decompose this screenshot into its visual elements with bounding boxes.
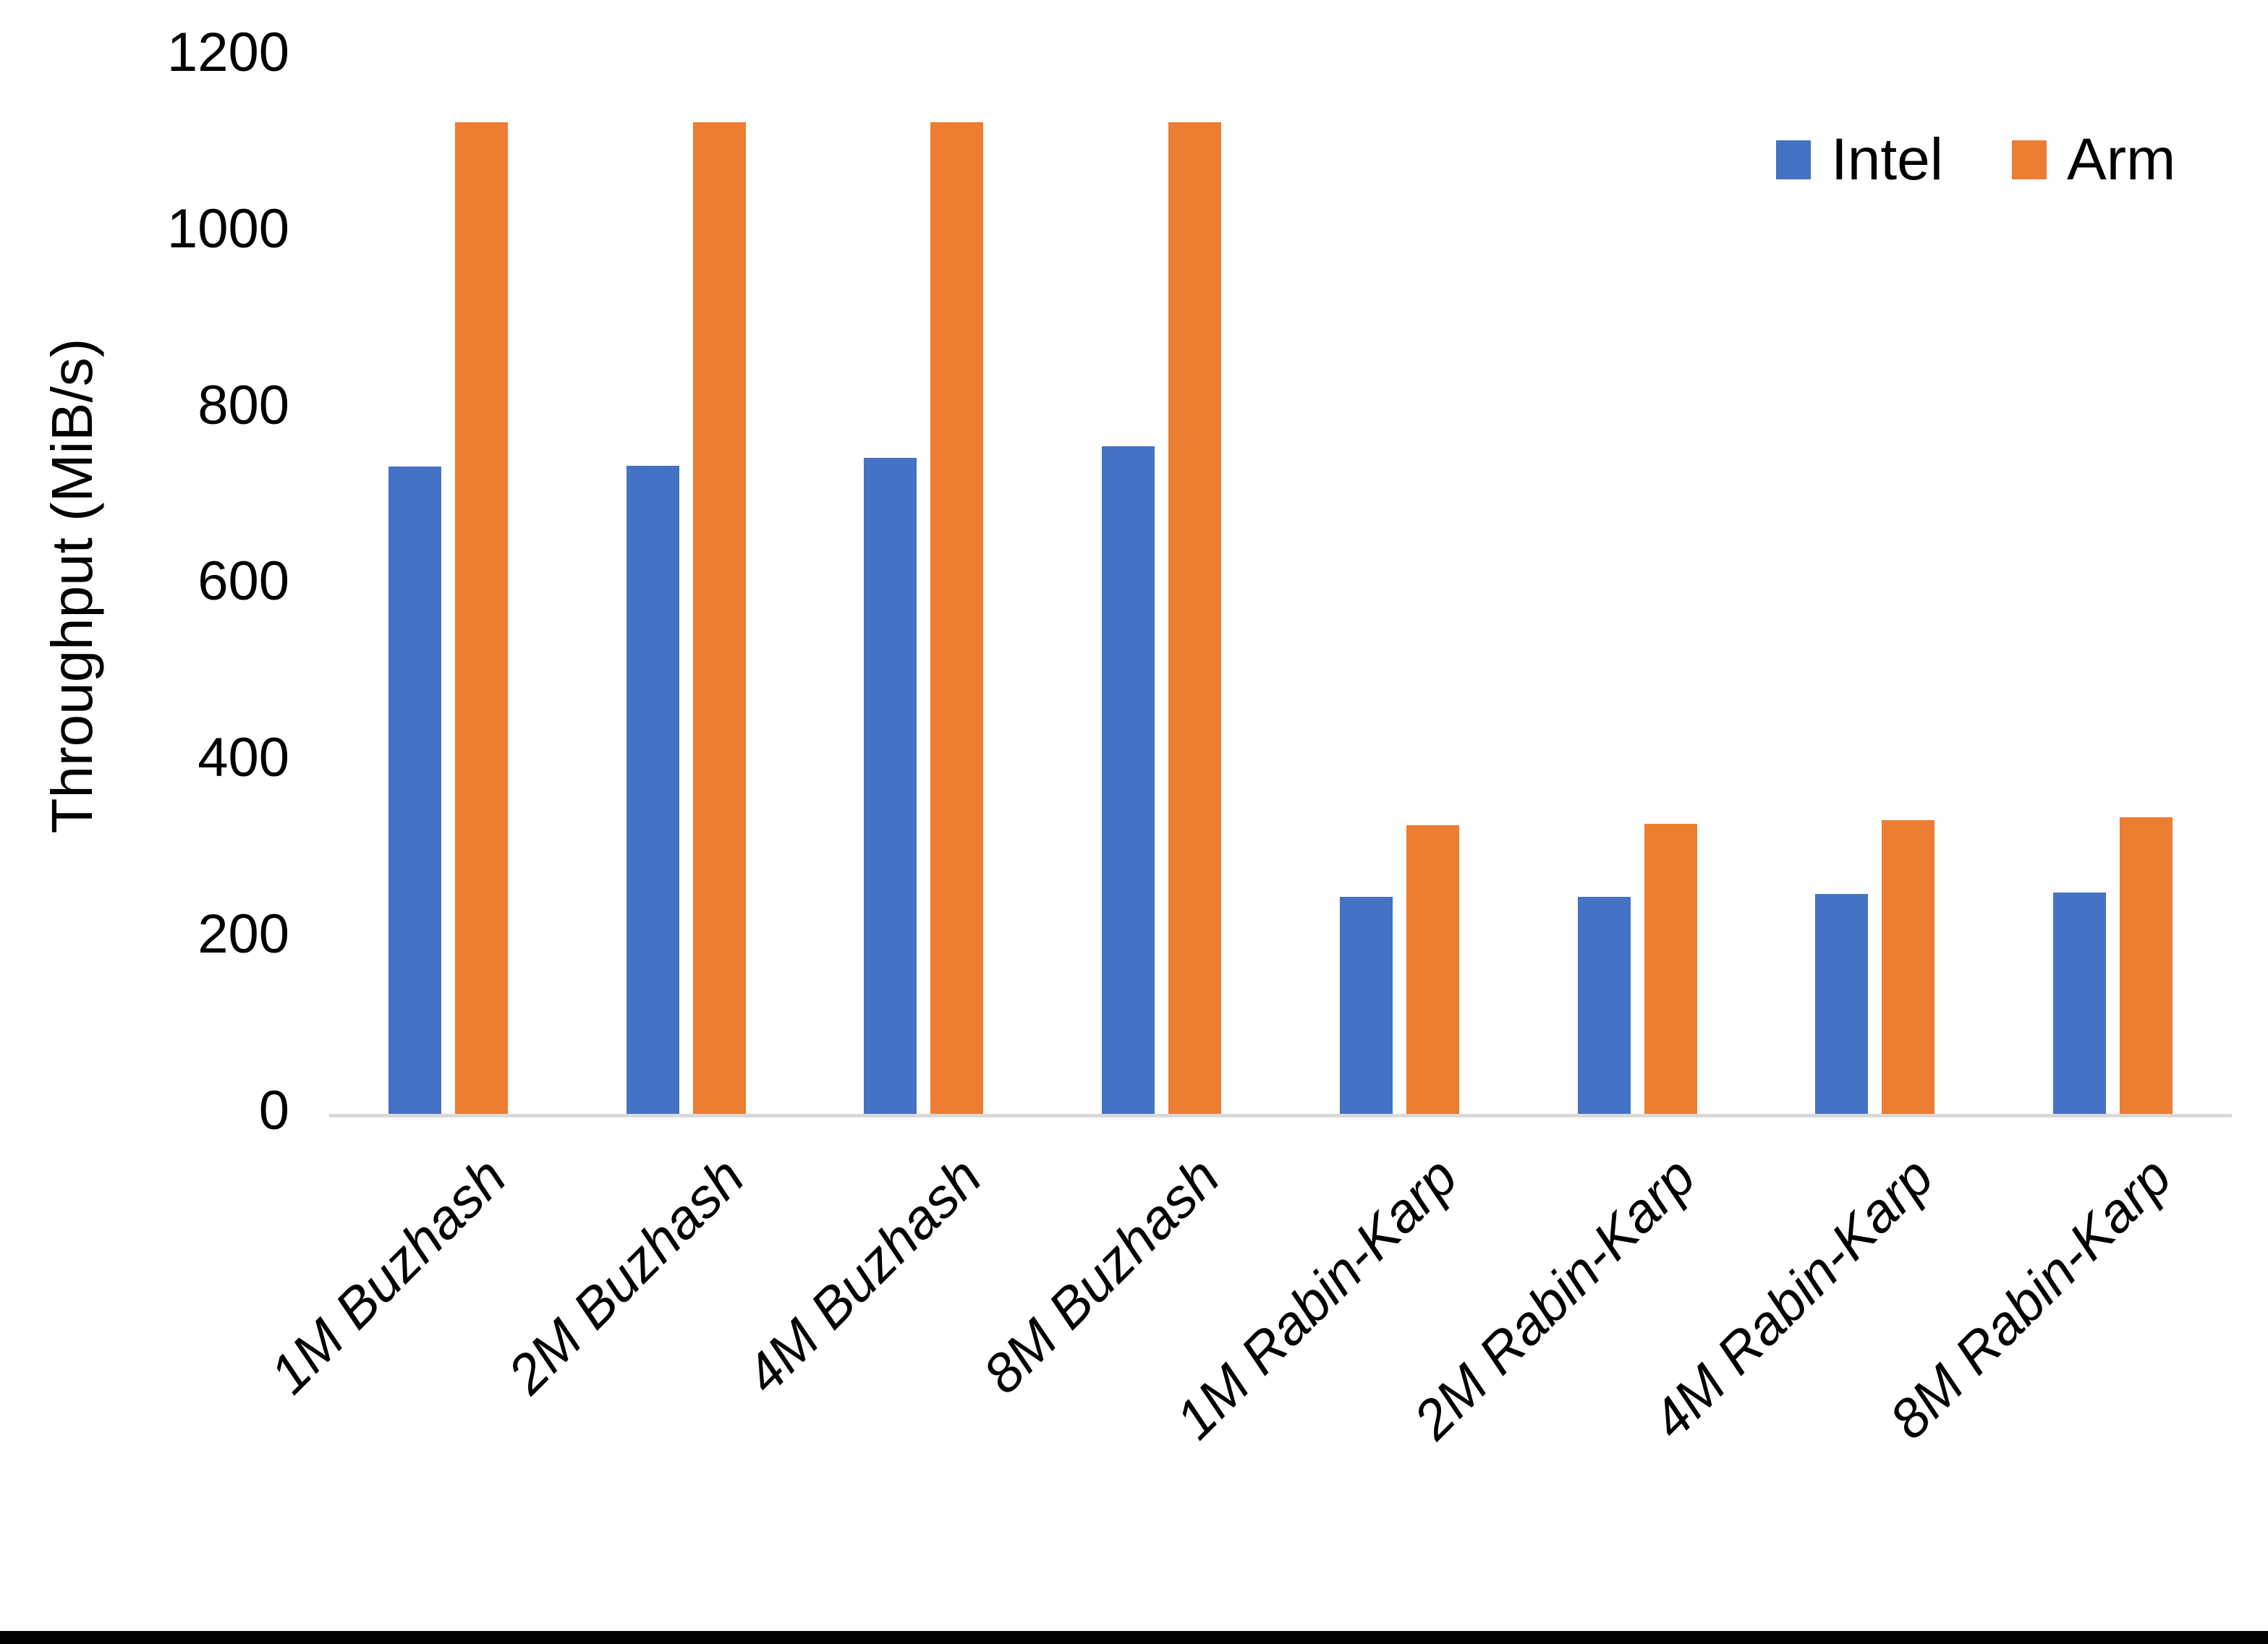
y-tick-label-400: 400 [198, 727, 289, 789]
bar-intel-1m-rabin-karp [1339, 896, 1393, 1114]
arm-series-swatch [2012, 140, 2047, 179]
bar-intel-2m-buzhash [626, 465, 679, 1114]
y-tick-label-0: 0 [258, 1080, 289, 1142]
y-tick-label-200: 200 [198, 903, 289, 966]
bar-intel-4m-rabin-karp [1815, 894, 1869, 1114]
bar-arm-2m-buzhash [692, 122, 746, 1114]
page-bottom-border [0, 1631, 2268, 1644]
legend-item-intel: Intel [1776, 130, 1943, 189]
bar-arm-1m-buzhash [454, 122, 508, 1114]
bar-intel-8m-rabin-karp [2053, 892, 2107, 1114]
y-tick-label-1200: 1200 [166, 21, 289, 83]
y-tick-label-600: 600 [198, 550, 289, 613]
y-tick-label-800: 800 [198, 374, 289, 436]
bar-arm-8m-rabin-karp [2120, 817, 2173, 1114]
bar-intel-4m-buzhash [864, 457, 917, 1114]
legend-item-arm: Arm [2012, 130, 2175, 189]
bar-arm-4m-rabin-karp [1882, 819, 1935, 1114]
bar-arm-4m-buzhash [930, 122, 984, 1114]
x-label-2m-buzhash: 2M Buzhash [496, 1146, 756, 1406]
legend-label-arm: Arm [2067, 127, 2176, 192]
x-axis-line [329, 1114, 2232, 1117]
bar-arm-2m-rabin-karp [1644, 823, 1697, 1114]
x-label-8m-buzhash: 8M Buzhash [972, 1146, 1232, 1406]
y-axis-title: Throughput (MiB/s) [40, 338, 104, 834]
legend: Intel Arm [1776, 130, 2175, 189]
bar-arm-1m-rabin-karp [1406, 825, 1459, 1114]
bar-intel-2m-rabin-karp [1577, 896, 1631, 1114]
bar-intel-1m-buzhash [388, 466, 441, 1114]
legend-label-intel: Intel [1831, 127, 1943, 192]
x-label-1m-buzhash: 1M Buzhash [258, 1146, 518, 1406]
y-tick-label-1000: 1000 [166, 197, 289, 260]
bar-arm-8m-buzhash [1168, 122, 1222, 1114]
bar-intel-8m-buzhash [1102, 446, 1155, 1114]
intel-series-swatch [1776, 140, 1811, 179]
x-label-4m-buzhash: 4M Buzhash [734, 1146, 994, 1406]
